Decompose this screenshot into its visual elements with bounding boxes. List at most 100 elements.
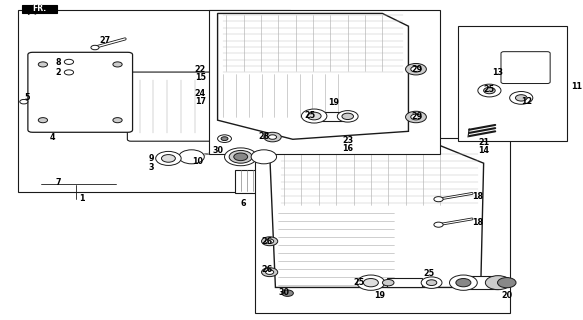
Text: 12: 12 (521, 97, 533, 106)
Text: 14: 14 (478, 146, 489, 155)
Circle shape (224, 148, 257, 166)
Circle shape (64, 59, 73, 64)
Text: 21: 21 (478, 138, 489, 147)
Text: FR.: FR. (33, 4, 47, 13)
Circle shape (64, 70, 73, 75)
Text: 30: 30 (212, 146, 223, 155)
Circle shape (266, 270, 273, 274)
Text: 2: 2 (56, 68, 61, 77)
Text: 25: 25 (304, 111, 315, 120)
Text: 20: 20 (501, 291, 512, 300)
Circle shape (411, 66, 421, 72)
Circle shape (434, 222, 443, 227)
Text: 17: 17 (195, 97, 206, 106)
Circle shape (357, 275, 385, 290)
Circle shape (217, 135, 231, 142)
Circle shape (497, 277, 516, 288)
Circle shape (342, 113, 353, 120)
Circle shape (515, 95, 527, 101)
Polygon shape (217, 13, 409, 139)
Circle shape (449, 275, 477, 290)
Circle shape (251, 150, 276, 164)
Circle shape (91, 45, 99, 50)
Circle shape (234, 153, 248, 161)
Text: 19: 19 (328, 98, 339, 107)
Text: 18: 18 (472, 192, 483, 201)
Circle shape (269, 135, 276, 139)
Circle shape (301, 109, 327, 123)
Bar (387, 278, 422, 287)
Circle shape (338, 111, 358, 122)
Text: 30: 30 (279, 288, 290, 297)
Circle shape (484, 87, 495, 94)
Circle shape (406, 63, 426, 75)
Bar (235, 170, 267, 194)
Circle shape (20, 100, 28, 104)
Text: 25: 25 (484, 85, 495, 94)
FancyBboxPatch shape (501, 52, 550, 84)
Text: 18: 18 (472, 218, 483, 227)
Text: 16: 16 (342, 144, 353, 153)
Text: 13: 13 (493, 68, 504, 77)
Circle shape (262, 268, 278, 276)
Polygon shape (18, 10, 325, 192)
Polygon shape (255, 138, 510, 313)
Text: FR.: FR. (33, 4, 47, 13)
Circle shape (406, 111, 426, 123)
Text: 15: 15 (195, 73, 206, 82)
Text: 28: 28 (258, 132, 269, 140)
Bar (22, 4, 57, 13)
Text: 23: 23 (342, 136, 353, 145)
Text: 25: 25 (354, 278, 365, 287)
Text: 19: 19 (374, 291, 385, 300)
Polygon shape (269, 145, 484, 287)
Text: 3: 3 (148, 164, 154, 172)
Circle shape (156, 151, 181, 165)
Circle shape (486, 276, 511, 290)
Text: 6: 6 (241, 198, 247, 207)
Circle shape (434, 197, 443, 202)
Bar (322, 112, 347, 121)
Circle shape (307, 112, 321, 120)
Text: 22: 22 (195, 65, 206, 74)
Circle shape (38, 118, 48, 123)
Text: 25: 25 (423, 268, 434, 278)
Circle shape (229, 150, 252, 163)
Text: 9: 9 (148, 154, 154, 163)
Circle shape (363, 278, 378, 287)
Text: 4: 4 (50, 133, 55, 142)
Circle shape (113, 118, 122, 123)
FancyBboxPatch shape (127, 72, 224, 141)
Text: 27: 27 (99, 36, 110, 45)
Text: 8: 8 (56, 58, 61, 67)
Circle shape (421, 277, 442, 288)
FancyBboxPatch shape (28, 52, 132, 132)
Circle shape (113, 62, 122, 67)
Text: 1: 1 (79, 194, 85, 203)
Circle shape (38, 62, 48, 67)
Circle shape (264, 132, 281, 142)
Bar (463, 276, 498, 289)
Circle shape (282, 290, 293, 296)
Circle shape (266, 239, 273, 244)
Text: 29: 29 (412, 65, 423, 74)
Circle shape (179, 150, 204, 164)
Text: 7: 7 (56, 178, 61, 187)
Text: 26: 26 (261, 237, 272, 246)
Circle shape (510, 92, 533, 104)
Text: 26: 26 (261, 265, 272, 275)
Text: 29: 29 (412, 113, 423, 122)
Polygon shape (209, 10, 440, 154)
Text: 11: 11 (571, 82, 582, 91)
Circle shape (382, 279, 394, 286)
Text: 5: 5 (24, 93, 30, 102)
Circle shape (426, 280, 437, 285)
Circle shape (161, 155, 175, 162)
Circle shape (411, 114, 421, 120)
Circle shape (478, 84, 501, 97)
Circle shape (262, 237, 278, 246)
Circle shape (221, 137, 228, 140)
Circle shape (456, 278, 471, 287)
Text: 10: 10 (192, 157, 203, 166)
Text: 24: 24 (195, 89, 206, 98)
